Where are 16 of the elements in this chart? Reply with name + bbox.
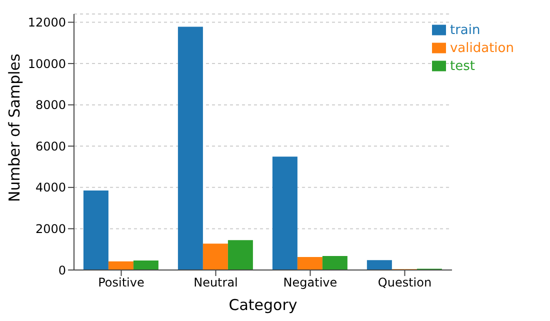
x-tick-label: Neutral: [194, 276, 238, 290]
legend-label: validation: [450, 41, 514, 56]
y-tick-label: 12000: [28, 16, 66, 30]
y-tick-label: 2000: [35, 222, 66, 236]
legend-label: test: [450, 59, 475, 74]
x-tick-label: Negative: [283, 276, 338, 290]
y-tick-label: 0: [58, 263, 66, 278]
y-tick-label: 6000: [35, 139, 66, 154]
legend-label: train: [450, 23, 480, 38]
x-tick-label: Question: [378, 276, 432, 290]
x-tick-label: Positive: [98, 276, 144, 290]
y-tick-label: 8000: [35, 98, 66, 112]
x-axis-title: Category: [228, 296, 298, 314]
y-tick-label: 4000: [35, 180, 66, 195]
y-axis-title: Number of Samples: [5, 54, 24, 202]
y-tick-label: 10000: [28, 56, 66, 71]
